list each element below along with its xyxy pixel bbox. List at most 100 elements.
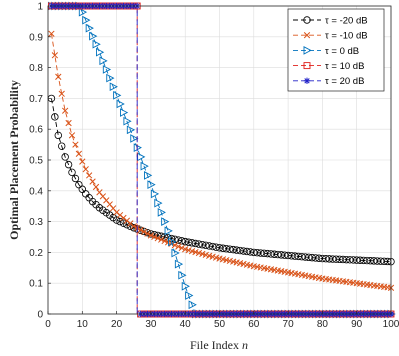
series-1 (48, 30, 395, 291)
data-point-marker (92, 183, 100, 191)
data-point-marker (72, 141, 79, 148)
x-tick-label: 40 (180, 319, 192, 330)
data-point-marker (181, 281, 190, 291)
data-point-marker (171, 248, 180, 258)
y-tick-label: 0.5 (29, 156, 43, 167)
data-point-marker (130, 134, 139, 143)
y-tick-label: 0.4 (29, 186, 43, 197)
x-tick-label: 50 (214, 319, 226, 330)
data-point-marker (58, 90, 65, 97)
data-point-marker (184, 238, 193, 246)
y-tick-label: 0.2 (29, 248, 43, 259)
y-tick-label: 1 (37, 2, 43, 13)
data-point-marker (51, 113, 59, 121)
data-point-marker (68, 168, 76, 177)
data-point-marker (113, 90, 122, 100)
y-tick-label: 0.3 (29, 217, 43, 228)
series-line (50, 98, 392, 263)
data-point-marker (191, 239, 200, 248)
data-point-marker (54, 131, 62, 140)
data-point-marker (58, 142, 66, 150)
data-point-marker (140, 161, 149, 171)
x-axis-label-variable: n (242, 338, 248, 352)
legend-marker (303, 77, 311, 84)
data-point-marker (51, 52, 59, 59)
x-axis-label-text: File Index (190, 338, 242, 352)
data-point-marker (123, 116, 132, 126)
y-tick-label: 0 (37, 310, 43, 321)
x-tick-label: 90 (351, 319, 363, 330)
data-point-marker (89, 178, 96, 185)
series-line (51, 5, 391, 315)
y-tick-label: 0.1 (29, 279, 43, 290)
data-point-marker (157, 208, 166, 217)
data-point-marker (161, 237, 168, 245)
data-point-marker (96, 47, 105, 57)
data-point-marker (181, 237, 189, 246)
data-point-marker (116, 99, 125, 109)
data-point-marker (64, 160, 73, 169)
data-point-marker (161, 217, 170, 226)
legend-label: τ = 10 dB (325, 61, 364, 72)
y-tick-label: 0.8 (29, 63, 43, 74)
data-point-marker (147, 232, 155, 239)
x-axis-label: File Index n (190, 338, 248, 352)
data-point-marker (78, 7, 88, 17)
y-tick-label: 0.7 (29, 94, 43, 105)
series-0 (47, 94, 395, 266)
legend-item: τ = 0 dB (293, 46, 359, 57)
x-tick-label: 100 (383, 319, 399, 330)
data-point-marker (106, 73, 115, 83)
data-point-marker (144, 230, 151, 237)
legend-label: τ = 20 dB (325, 76, 364, 87)
data-point-marker (109, 82, 118, 92)
y-tick-label: 0.6 (29, 125, 43, 136)
data-point-marker (174, 259, 184, 269)
data-point-marker (174, 236, 183, 244)
legend: τ = -20 dB τ = -10 dB τ = 0 dB τ = 10 dB τ =… (287, 8, 385, 92)
data-point-marker (202, 241, 210, 250)
data-point-marker (140, 228, 148, 235)
legend-marker (303, 16, 311, 24)
data-point-marker (85, 23, 94, 33)
data-point-marker (150, 189, 160, 199)
data-point-marker (92, 39, 101, 49)
data-point-marker (75, 150, 83, 157)
x-tick-label: 20 (111, 319, 123, 330)
x-tick-label: 80 (317, 319, 329, 330)
data-point-marker (198, 240, 207, 249)
data-point-marker (168, 237, 177, 247)
data-point-marker (55, 73, 62, 80)
data-point-marker (112, 216, 121, 224)
data-point-marker (158, 236, 165, 243)
data-point-marker (99, 56, 108, 66)
data-point-marker (140, 227, 148, 236)
data-point-marker (164, 226, 173, 236)
data-point-marker (116, 217, 124, 226)
data-point-marker (212, 243, 220, 251)
tick-layer: 0 10 20 30 40 50 60 70 80 90 100 0 0.1 0.2 0.3 0.4 0.5 0.… (29, 2, 399, 331)
x-tick-label: 10 (77, 319, 89, 330)
legend-marker (303, 62, 311, 70)
data-point-marker (68, 132, 76, 139)
data-point-marker (175, 243, 182, 250)
data-point-marker (151, 233, 158, 240)
data-point-marker (61, 107, 69, 114)
data-point-marker (178, 244, 185, 252)
legend-marker (303, 32, 311, 39)
data-point-marker (144, 171, 153, 180)
data-point-marker (205, 242, 213, 250)
data-point-marker (188, 300, 197, 310)
data-point-marker (126, 125, 136, 135)
data-point-marker (147, 180, 156, 189)
data-point-marker (137, 226, 144, 234)
y-axis-label: Optimal Placement Probability (7, 80, 21, 240)
legend-label: τ = -20 dB (325, 15, 368, 26)
legend-marker (303, 46, 312, 55)
data-point-marker (89, 31, 98, 41)
data-point-marker (65, 119, 72, 127)
data-point-marker (86, 172, 93, 179)
data-point-marker (195, 240, 203, 248)
data-point-marker (61, 153, 69, 161)
